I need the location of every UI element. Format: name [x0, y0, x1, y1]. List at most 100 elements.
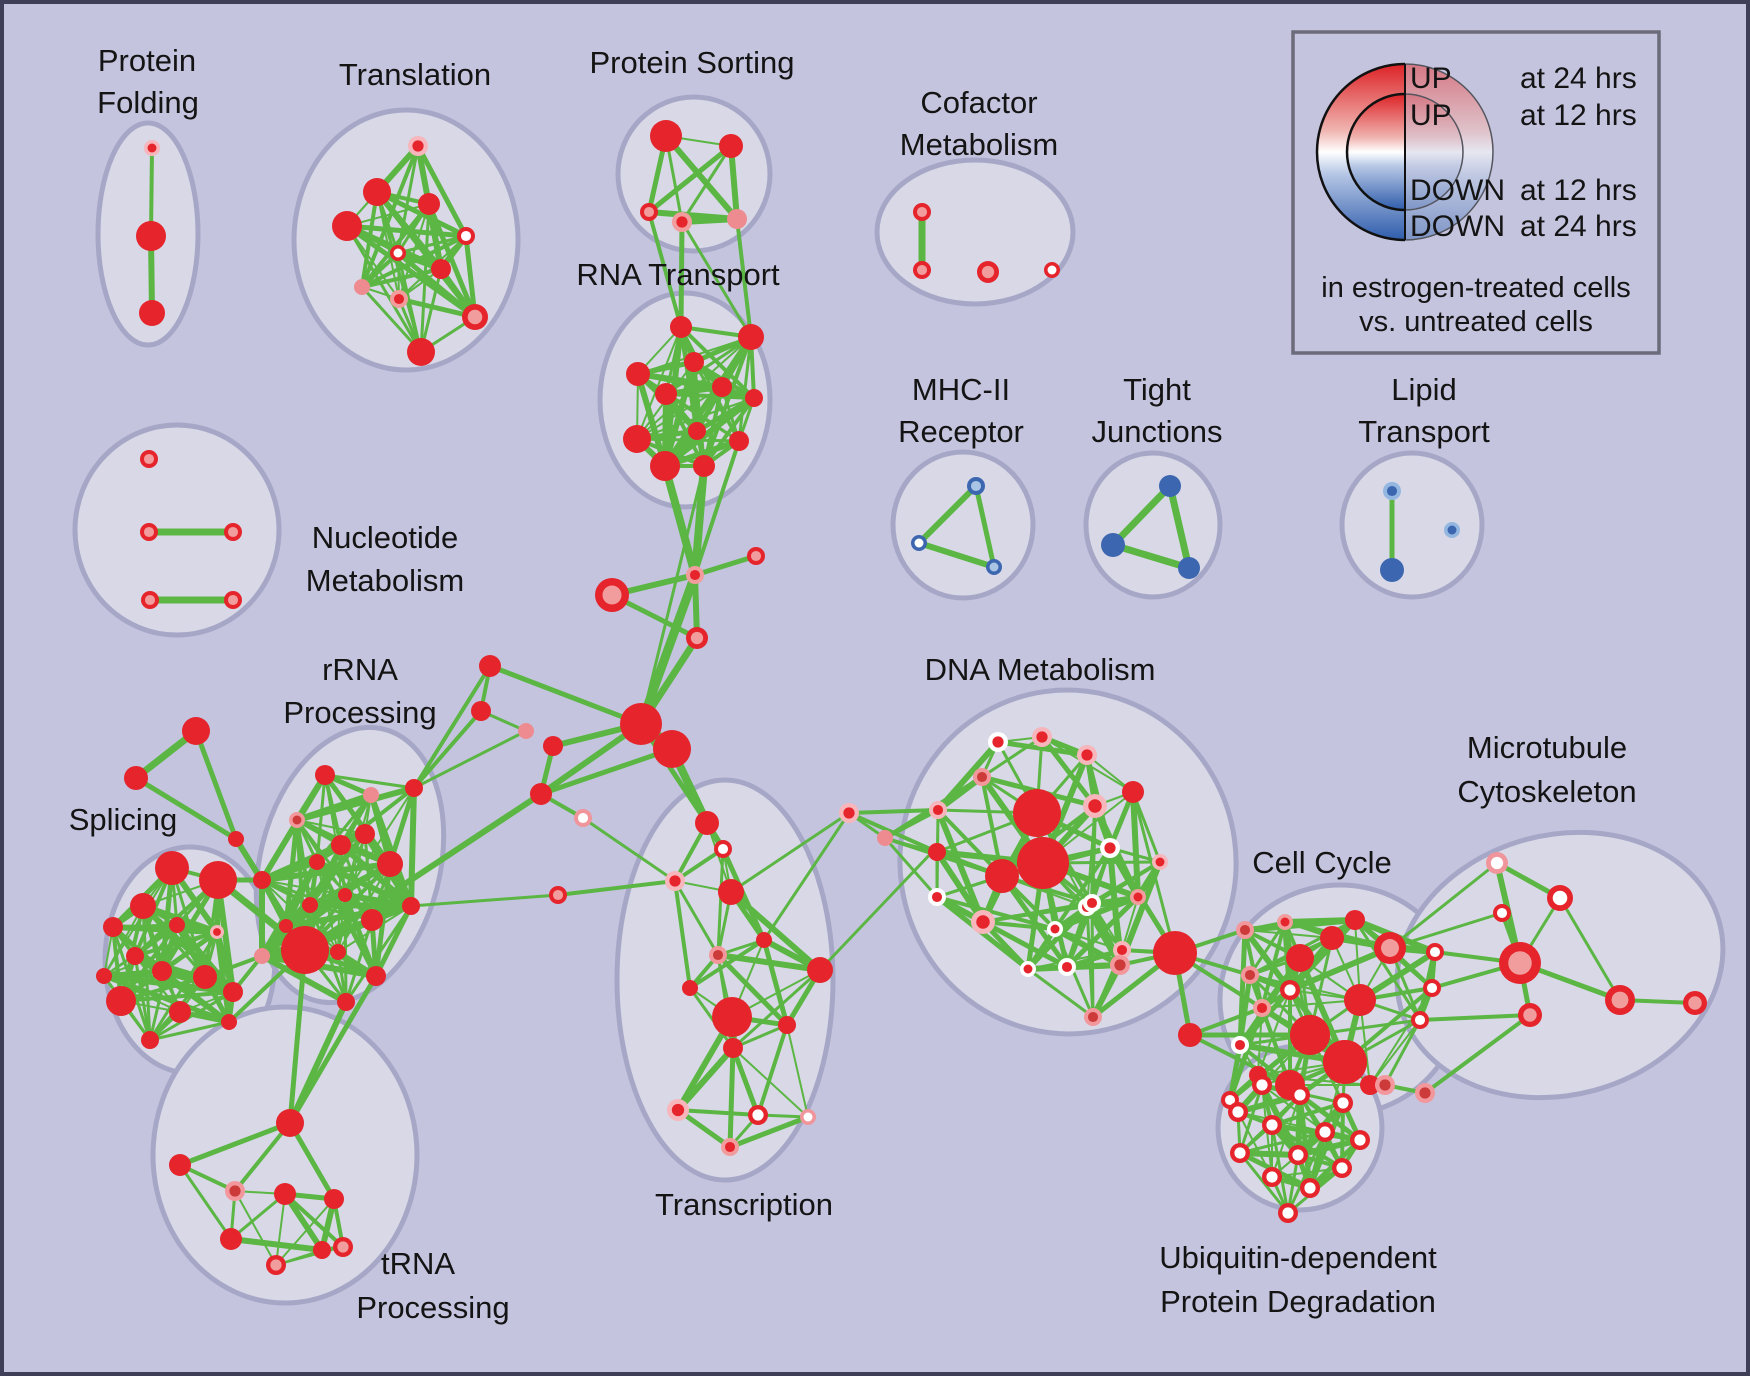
- network-node-connector-core: [577, 812, 589, 824]
- mesh-edge-rrna-processing: [373, 903, 414, 979]
- mesh-edge-dna-metabolism: [980, 919, 1070, 970]
- network-node-ubiquitin-degradation-core: [1304, 1182, 1316, 1194]
- network-node-translation: [363, 178, 391, 206]
- network-node-transcription: [723, 1038, 743, 1058]
- network-node-rrna-processing: [337, 993, 355, 1011]
- network-node-dna-metabolism-core: [1114, 959, 1126, 971]
- network-edge: [847, 811, 939, 854]
- network-node-cell-cycle: [1345, 910, 1365, 930]
- mesh-edge-rrna-processing: [344, 904, 413, 1004]
- network-node-splicing: [103, 917, 123, 937]
- mesh-edge-rrna-processing: [294, 785, 417, 823]
- mesh-edge-ubiquitin-degradation: [1271, 1167, 1343, 1178]
- network-edge: [762, 811, 851, 942]
- mesh-edge-cell-cycle: [1261, 999, 1361, 1009]
- network-node-ubiquitin-degradation-core: [1266, 1171, 1278, 1183]
- cluster-label-rrna-processing: Processing: [283, 695, 436, 730]
- network-node-splicing: [199, 861, 237, 899]
- mesh-edge-transcription: [756, 1023, 789, 1117]
- cluster-label-cell-cycle: Cell Cycle: [1252, 845, 1392, 880]
- cluster-label-mhc-ii-receptor: MHC-II: [912, 372, 1010, 407]
- mesh-edge-trna-processing: [233, 1121, 292, 1193]
- network-edge: [1166, 482, 1193, 572]
- mesh-edge-translation: [360, 144, 420, 289]
- cluster-label-dna-metabolism: DNA Metabolism: [925, 652, 1156, 687]
- network-node-rrna-processing: [254, 948, 270, 964]
- legend-dir-down24: DOWN: [1410, 210, 1505, 243]
- network-edge: [409, 893, 560, 908]
- network-node-tight-junctions: [1159, 475, 1181, 497]
- network-node-dna-metabolism-core: [1133, 892, 1143, 902]
- network-node-rrna-processing: [253, 871, 271, 889]
- network-node-ubiquitin-degradation-core: [1354, 1134, 1366, 1146]
- cluster-label-rna-transport: RNA Transport: [576, 257, 780, 292]
- mesh-edge-cell-cycle: [1287, 945, 1393, 993]
- mesh-edge-trna-processing: [234, 1190, 277, 1266]
- network-node-protein-sorting: [719, 134, 743, 158]
- network-node-translation-core: [467, 309, 483, 325]
- mesh-edge-splicing: [133, 930, 219, 958]
- network-node-rna-transport: [738, 324, 764, 350]
- mesh-edge-splicing: [142, 905, 181, 1013]
- legend-note-line1: in estrogen-treated cells: [1321, 272, 1631, 304]
- network-node-ubiquitin-degradation-core: [1232, 1106, 1244, 1118]
- mesh-edge-transcription: [715, 952, 823, 973]
- network-node-transcription: [712, 997, 752, 1037]
- mesh-edge-rna-transport: [662, 334, 754, 469]
- mesh-edge-cell-cycle: [1227, 1042, 1243, 1103]
- network-node-rrna-processing: [302, 897, 318, 913]
- mesh-edge-trna-processing: [275, 1193, 286, 1266]
- mesh-edge-rrna-processing: [323, 773, 416, 790]
- network-node-rna-transport: [684, 352, 704, 372]
- network-node-rrna-processing: [355, 824, 375, 844]
- cluster-label-protein-sorting: Protein Sorting: [589, 45, 794, 80]
- mesh-edge-dna-metabolism: [1026, 901, 1094, 971]
- network-edge: [1388, 861, 1499, 950]
- legend-time-down24: at 24 hrs: [1520, 210, 1637, 243]
- mesh-edge-translation: [360, 251, 400, 289]
- network-edge: [287, 973, 379, 1126]
- network-node-splicing: [130, 893, 156, 919]
- network-edge: [636, 570, 700, 729]
- network-edge: [1188, 1006, 1264, 1037]
- mesh-edge-rrna-processing: [259, 859, 320, 883]
- mesh-edge-ubiquitin-degradation: [1270, 1101, 1345, 1127]
- mesh-edge-rrna-processing: [344, 787, 415, 896]
- mesh-edge-transcription: [673, 879, 720, 957]
- cluster-ellipse-mhc-ii-receptor: [890, 449, 1036, 601]
- mesh-edge-splicing: [103, 931, 218, 977]
- network-node-transcription-core: [671, 1103, 685, 1117]
- mesh-edge-rrna-processing: [259, 772, 328, 883]
- labels-layer: Protein Folding Translation Protein Sorting…: [69, 43, 1637, 1325]
- network-node-cell-cycle-core: [1284, 984, 1296, 996]
- network-node-dna-metabolism-core: [976, 915, 990, 929]
- network-edge: [693, 439, 741, 577]
- mesh-edge-translation: [419, 267, 443, 354]
- network-node-trna-processing: [313, 1241, 331, 1259]
- network-node-splicing: [152, 961, 172, 981]
- network-node-transcription-core: [803, 1112, 813, 1122]
- network-node-splicing: [155, 851, 189, 885]
- mesh-edge-ubiquitin-degradation: [1238, 1130, 1327, 1155]
- network-edge: [675, 1045, 736, 1113]
- mesh-edge-dna-metabolism: [980, 735, 1044, 779]
- mesh-edge-dna-metabolism: [1039, 734, 1098, 809]
- network-edge: [680, 220, 753, 339]
- network-edge: [302, 791, 544, 953]
- network-node-cell-cycle: [1320, 926, 1344, 950]
- network-node-microtubule-cytoskeleton-core: [1611, 991, 1629, 1009]
- mesh-edge-ubiquitin-degradation: [1271, 1094, 1301, 1178]
- mesh-edge-rrna-processing: [283, 903, 414, 929]
- network-node-ubiquitin-degradation-core: [1336, 1162, 1348, 1174]
- mesh-edge-dna-metabolism: [1121, 896, 1139, 951]
- mesh-edge-transcription: [727, 1045, 736, 1150]
- mesh-edge-dna-metabolism: [1090, 860, 1162, 905]
- mesh-edge-rrna-processing: [342, 892, 379, 979]
- legend-dir-down12: DOWN: [1410, 174, 1505, 207]
- network-node-dna-metabolism-core: [931, 891, 943, 903]
- legend-outer-left-arc: [1315, 62, 1406, 242]
- network-node-connector: [543, 736, 563, 756]
- network-edge: [538, 746, 675, 797]
- network-node-translation: [431, 259, 451, 279]
- network-node-protein-sorting-core: [643, 206, 655, 218]
